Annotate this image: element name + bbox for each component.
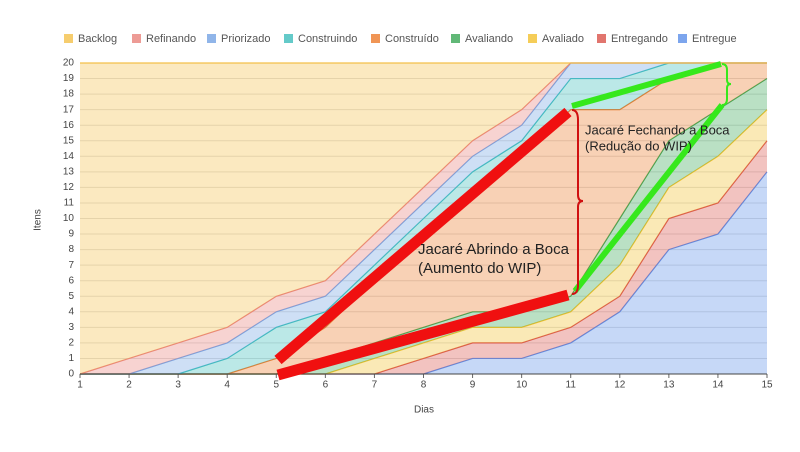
y-tick-label: 4	[68, 306, 74, 317]
legend-label: Entregando	[611, 33, 668, 45]
x-tick-label: 5	[274, 380, 280, 391]
annotation-layer: Jacaré Fechando a Boca (Redução do WIP) …	[274, 61, 732, 381]
y-tick-label: 5	[68, 291, 74, 302]
y-axis-title: Itens	[33, 209, 44, 231]
annotation: Jacaré Fechando a Boca	[585, 122, 730, 137]
x-axis-title: Dias	[414, 405, 434, 416]
legend-swatch	[64, 34, 73, 43]
y-tick-label: 20	[63, 58, 75, 69]
y-tick-label: 16	[63, 120, 75, 131]
y-tick-label: 19	[63, 73, 75, 84]
plot-area	[79, 62, 768, 375]
y-tick-label: 18	[63, 89, 75, 100]
y-tick-label: 1	[68, 353, 74, 364]
x-tick-label: 2	[126, 380, 132, 391]
area	[80, 63, 767, 374]
area	[80, 109, 767, 375]
y-tick-label: 9	[68, 229, 74, 240]
legend-swatch	[132, 34, 141, 43]
y-tick-label: 0	[68, 369, 74, 380]
area	[80, 63, 767, 374]
legend-label: Avaliado	[542, 33, 584, 45]
legend-swatch	[207, 34, 216, 43]
y-tick-label: 3	[68, 322, 74, 333]
legend-swatch	[678, 34, 687, 43]
x-tick-label: 1	[77, 380, 83, 391]
legend-swatch	[528, 34, 537, 43]
y-tick-label: 2	[68, 338, 74, 349]
x-tick-label: 10	[516, 380, 528, 391]
brace	[571, 109, 584, 295]
area-edge	[80, 62, 767, 375]
area	[80, 140, 767, 374]
legend-label: Refinando	[146, 33, 196, 45]
y-tick-label: 14	[63, 151, 75, 162]
x-tick-label: 13	[663, 380, 675, 391]
legend-swatch	[284, 34, 293, 43]
legend-swatch	[371, 34, 380, 43]
area	[80, 63, 767, 374]
annotation: (Redução do WIP)	[585, 138, 692, 153]
legend-swatch	[597, 34, 606, 43]
y-tick-label: 8	[68, 244, 74, 255]
y-tick-label: 15	[63, 135, 75, 146]
annotation-line	[276, 289, 570, 381]
x-tick-label: 4	[224, 380, 230, 391]
legend-label: Backlog	[78, 33, 117, 45]
x-tick-label: 6	[323, 380, 329, 391]
x-tick-label: 14	[712, 380, 724, 391]
x-tick-label: 7	[372, 380, 378, 391]
legend-swatch	[451, 34, 460, 43]
x-tick-label: 8	[421, 380, 427, 391]
y-tick-label: 6	[68, 275, 74, 286]
y-tick-label: 11	[64, 198, 75, 209]
y-tick-label: 17	[63, 104, 75, 115]
legend-label: Entregue	[692, 33, 737, 45]
x-tick-label: 11	[566, 380, 577, 391]
annotation: (Aumento do WIP)	[418, 260, 541, 277]
x-tick-label: 15	[761, 380, 773, 391]
legend-label: Construído	[385, 33, 439, 45]
y-tick-label: 12	[63, 182, 75, 193]
legend-label: Avaliando	[465, 33, 513, 45]
y-tick-label: 13	[63, 166, 75, 177]
brace	[721, 63, 732, 106]
annotation-line	[274, 107, 572, 365]
y-tick-label: 7	[68, 260, 74, 271]
legend-label: Construindo	[298, 33, 357, 45]
x-tick-label: 9	[470, 380, 476, 391]
annotation: Jacaré Abrindo a Boca	[418, 241, 570, 258]
x-tick-label: 3	[175, 380, 181, 391]
legend-label: Priorizado	[221, 33, 271, 45]
y-tick-label: 10	[63, 213, 75, 224]
annotation-line	[572, 103, 725, 293]
annotation-line	[571, 61, 722, 109]
area	[80, 171, 767, 374]
x-tick-label: 12	[614, 380, 626, 391]
